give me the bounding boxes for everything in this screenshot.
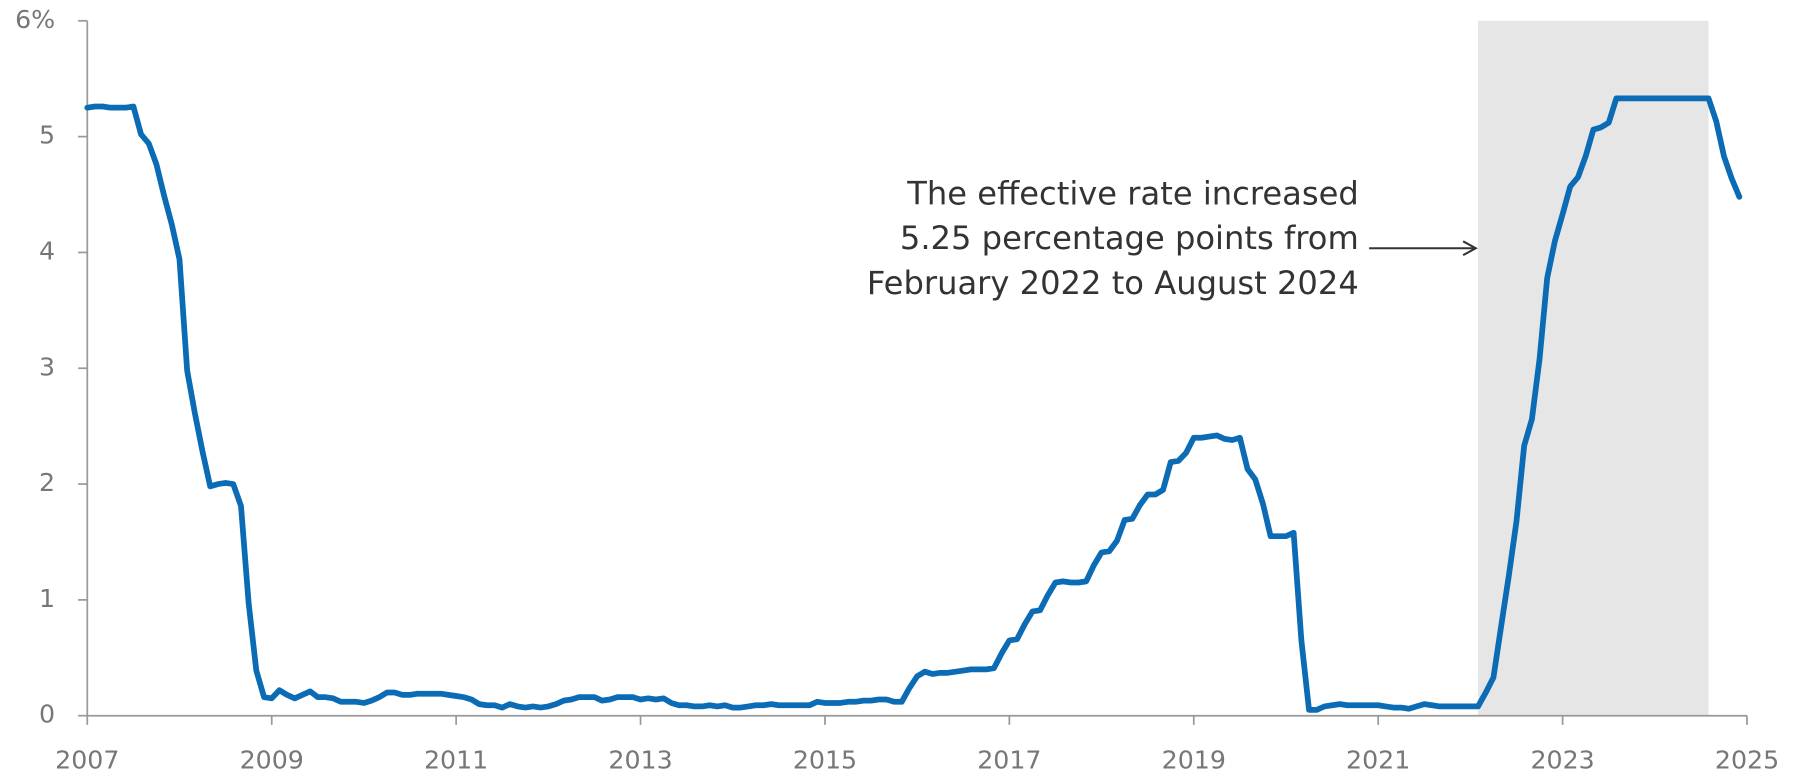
axis-layer: 0 1 2 3 4 5 6% 2007 2009 2011 2013 2015 2017 2019 2021…	[15, 5, 1779, 775]
annotation-line: The effective rate increased	[906, 174, 1359, 212]
shaded-period	[1478, 20, 1709, 716]
x-tick-label: 2017	[977, 746, 1041, 775]
x-tick-label: 2023	[1530, 746, 1594, 775]
annotation-line: February 2022 to August 2024	[867, 264, 1359, 302]
shade-layer	[1478, 20, 1709, 716]
y-tick-label: 3	[39, 352, 55, 381]
x-tick-label: 2011	[424, 746, 488, 775]
y-tick-label: 6%	[15, 5, 55, 34]
x-tick-label: 2019	[1162, 746, 1226, 775]
y-tick-label: 5	[39, 121, 55, 150]
rate-line	[84, 95, 1743, 713]
x-tick-label: 2007	[55, 746, 119, 775]
x-tick-label: 2025	[1715, 746, 1779, 775]
y-tick-label: 1	[39, 584, 55, 613]
y-tick-label: 2	[39, 468, 55, 497]
x-tick-label: 2021	[1346, 746, 1410, 775]
x-tick-label: 2015	[793, 746, 857, 775]
y-tick-label: 4	[39, 236, 55, 265]
line-layer	[84, 95, 1743, 713]
x-tick-label: 2009	[240, 746, 304, 775]
y-tick-label: 0	[39, 700, 55, 729]
annotation-line: 5.25 percentage points from	[900, 219, 1359, 257]
annotation: The effective rate increased 5.25 percent…	[867, 174, 1478, 302]
x-tick-label: 2013	[608, 746, 672, 775]
